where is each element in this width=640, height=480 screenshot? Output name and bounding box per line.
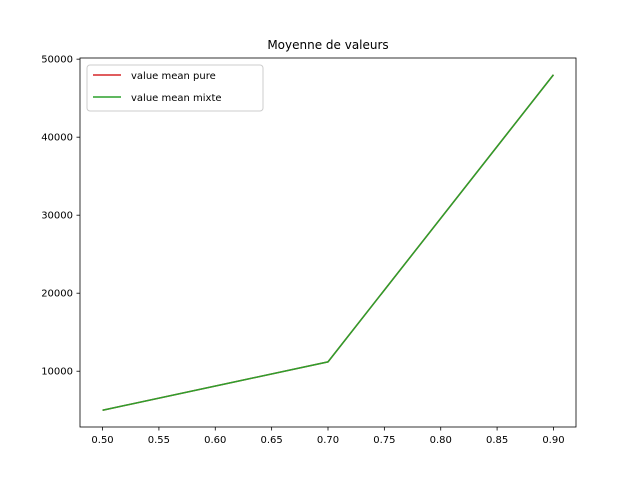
x-tick-label: 0.65 [261, 435, 283, 446]
x-tick-label: 0.80 [430, 435, 452, 446]
x-axis: 0.50 0.55 0.60 0.65 0.70 0.75 0.80 0.85 0.90 [91, 427, 565, 446]
chart-title: Moyenne de valeurs [267, 38, 388, 52]
series-layer [102, 74, 555, 411]
legend-label-pure: value mean pure [131, 71, 216, 82]
x-tick-label: 0.75 [373, 435, 395, 446]
legend-label-mixte: value mean mixte [131, 93, 222, 104]
y-axis: 10000 20000 30000 40000 50000 [41, 55, 80, 378]
legend: value mean pure value mean mixte [86, 64, 264, 112]
x-tick-label: 0.90 [542, 435, 564, 446]
y-tick-label: 20000 [41, 289, 73, 300]
y-tick-label: 40000 [41, 133, 73, 144]
x-tick-label: 0.55 [148, 435, 170, 446]
x-tick-label: 0.70 [317, 435, 339, 446]
x-tick-label: 0.85 [486, 435, 508, 446]
x-tick-label: 0.60 [204, 435, 226, 446]
y-tick-label: 10000 [41, 367, 73, 378]
x-tick-label: 0.50 [91, 435, 113, 446]
plot-background [80, 58, 576, 427]
series-line-1 [102, 74, 555, 411]
plot-area [79, 57, 577, 428]
y-tick-label: 50000 [41, 55, 73, 66]
y-tick-label: 30000 [41, 211, 73, 222]
legend-box [86, 64, 264, 112]
